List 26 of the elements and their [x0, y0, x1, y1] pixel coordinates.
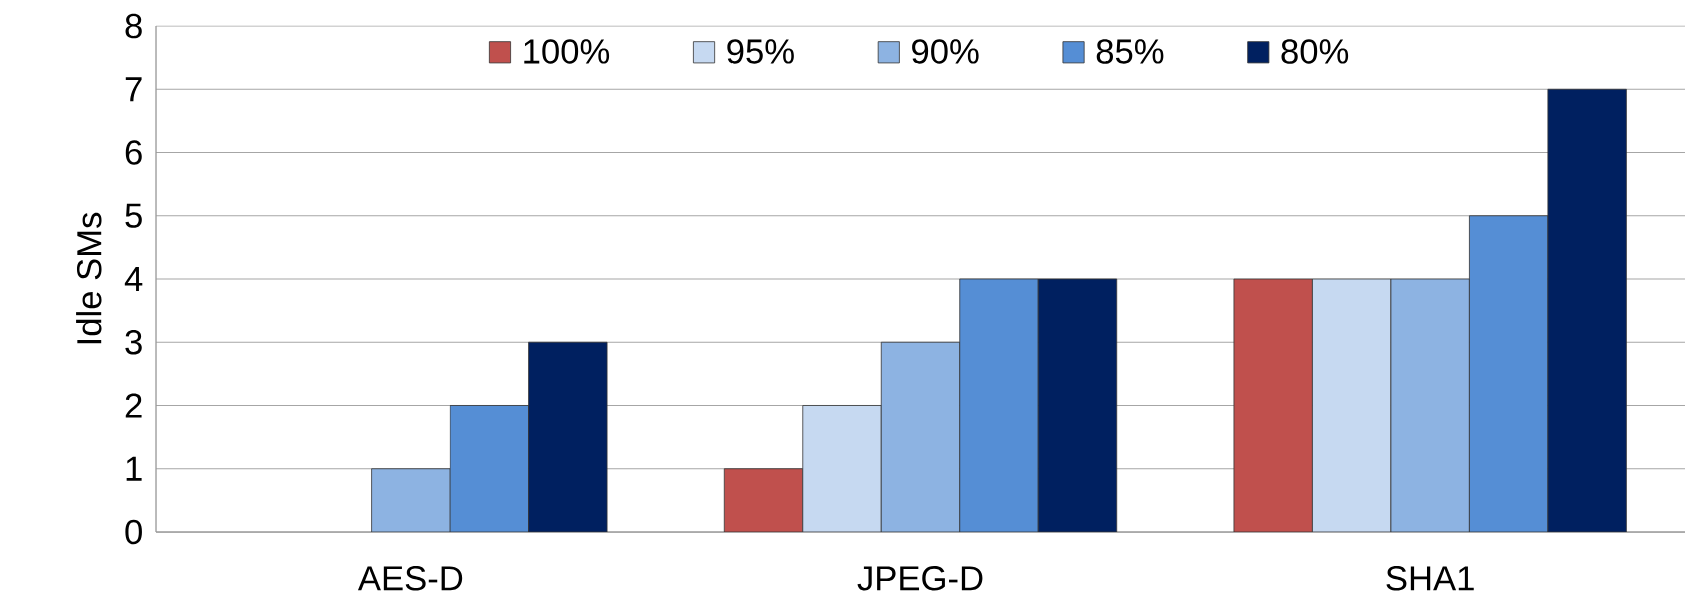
legend-label: 100% [524, 39, 610, 64]
legend-label: 80% [1281, 39, 1349, 64]
bar [959, 278, 1039, 532]
x-tick-label: SHA1 [1386, 566, 1474, 591]
x-tick-label: AES-D [357, 566, 463, 591]
y-tick-label: 1 [126, 456, 142, 481]
bar [1469, 215, 1549, 532]
y-tick-label: 6 [125, 140, 142, 165]
y-tick-label: 2 [125, 393, 142, 418]
bar [1233, 278, 1313, 532]
bar [449, 405, 529, 532]
bar [1390, 278, 1470, 532]
y-tick-label: 7 [125, 77, 142, 102]
x-tick-label: JPEG-D [857, 566, 983, 591]
legend-label: 95% [727, 39, 794, 64]
y-tick-label: 4 [124, 267, 143, 291]
bar [723, 468, 804, 532]
bar [880, 341, 961, 532]
y-axis-title: Idle SMs [76, 212, 102, 344]
bar [371, 468, 451, 532]
legend-label: 85% [1096, 39, 1164, 64]
y-tick-label: 3 [125, 329, 142, 355]
y-tick-label: 0 [125, 519, 142, 545]
legend-label: 90% [912, 39, 979, 64]
y-tick-label: 8 [125, 13, 142, 39]
y-tick-label: 5 [125, 203, 142, 228]
